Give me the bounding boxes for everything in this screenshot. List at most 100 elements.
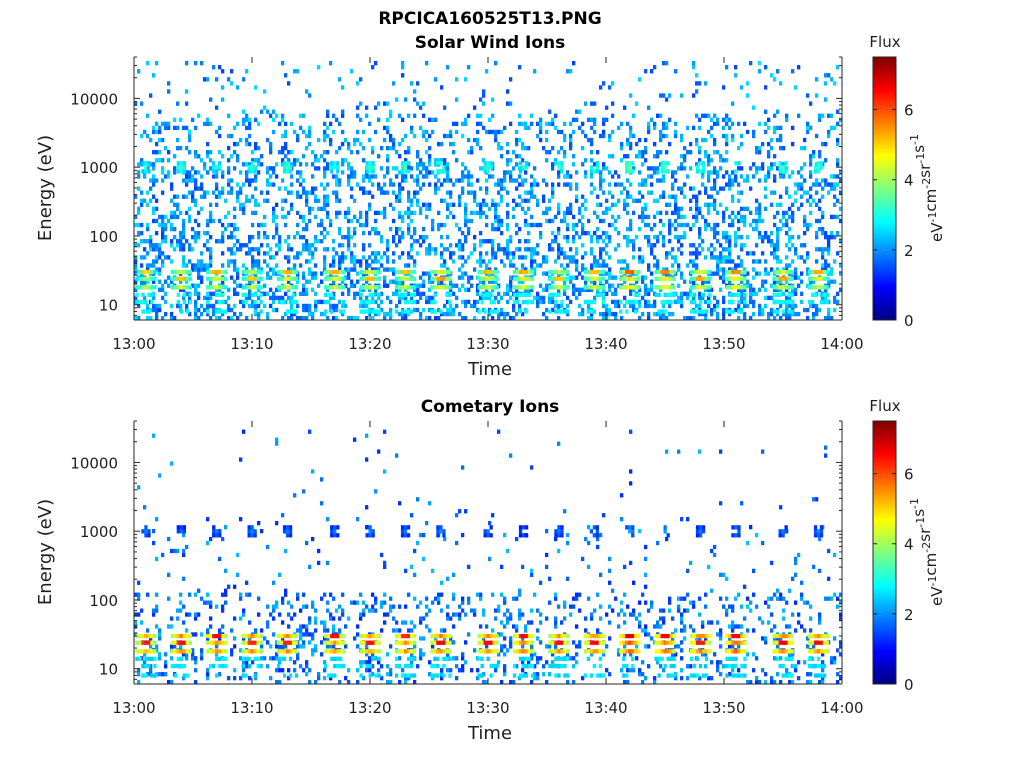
background-cell bbox=[770, 239, 774, 244]
burst-cell bbox=[256, 269, 260, 275]
background-cell bbox=[164, 255, 168, 260]
background-cell bbox=[428, 170, 432, 175]
background-cell bbox=[767, 239, 771, 244]
background-cell bbox=[152, 263, 156, 268]
background-cell bbox=[221, 536, 225, 542]
background-cell bbox=[392, 291, 396, 297]
background-cell bbox=[239, 299, 243, 305]
background-cell bbox=[530, 267, 534, 272]
background-cell bbox=[743, 303, 747, 309]
background-cell bbox=[227, 166, 231, 171]
background-cell bbox=[650, 243, 654, 248]
background-cell bbox=[422, 113, 426, 118]
background-cell bbox=[593, 162, 597, 167]
background-cell bbox=[725, 150, 729, 155]
background-cell bbox=[290, 247, 294, 252]
burst-cell bbox=[672, 285, 676, 290]
burst-tail-cell bbox=[448, 299, 452, 305]
background-cell bbox=[506, 299, 510, 305]
background-cell bbox=[272, 182, 276, 187]
background-cell bbox=[440, 243, 444, 248]
background-cell bbox=[719, 287, 723, 292]
background-cell bbox=[449, 141, 453, 147]
burst-cell bbox=[707, 276, 712, 281]
background-cell bbox=[794, 271, 798, 276]
background-cell bbox=[155, 255, 159, 260]
burst-cell bbox=[740, 276, 744, 281]
secondary-peak-cell bbox=[631, 161, 635, 166]
background-cell bbox=[362, 158, 366, 163]
background-cell bbox=[572, 117, 576, 122]
background-cell bbox=[674, 235, 678, 240]
burst-tail-cell bbox=[527, 299, 532, 305]
background-cell bbox=[836, 158, 840, 163]
background-cell bbox=[764, 174, 768, 179]
background-cell bbox=[542, 311, 546, 317]
burst-cell bbox=[218, 285, 222, 290]
background-cell bbox=[566, 255, 570, 260]
background-cell bbox=[533, 259, 537, 264]
background-cell bbox=[362, 145, 366, 151]
background-cell bbox=[617, 182, 621, 187]
background-cell bbox=[746, 303, 750, 309]
background-cell bbox=[203, 162, 207, 167]
background-cell bbox=[446, 299, 450, 305]
background-cell bbox=[596, 287, 600, 292]
background-cell bbox=[443, 222, 447, 228]
burst-cell bbox=[778, 276, 782, 281]
background-cell bbox=[572, 162, 576, 167]
burst-tail-cell bbox=[342, 299, 346, 305]
background-cell bbox=[755, 210, 759, 216]
burst-cell bbox=[492, 285, 496, 290]
background-cell bbox=[638, 247, 642, 252]
background-cell bbox=[602, 259, 606, 264]
burst-tail-cell bbox=[515, 299, 520, 305]
background-cell bbox=[206, 540, 210, 546]
background-cell bbox=[272, 117, 276, 122]
background-cell bbox=[575, 182, 579, 187]
background-cell bbox=[518, 303, 522, 309]
burst-cell bbox=[188, 269, 192, 275]
burst-tail-cell bbox=[669, 299, 673, 305]
background-cell bbox=[791, 170, 795, 175]
background-cell bbox=[149, 137, 153, 143]
burst-tail-cell bbox=[179, 309, 183, 314]
background-cell bbox=[833, 214, 837, 220]
background-cell bbox=[224, 600, 228, 605]
background-cell bbox=[611, 174, 615, 179]
background-cell bbox=[329, 218, 333, 224]
background-cell bbox=[182, 676, 186, 681]
background-cell bbox=[815, 311, 819, 317]
solar-wind-colorbar-segment bbox=[873, 190, 896, 194]
background-cell bbox=[824, 263, 828, 268]
background-cell bbox=[206, 668, 210, 673]
background-cell bbox=[674, 299, 678, 305]
background-cell bbox=[245, 251, 249, 256]
background-cell bbox=[278, 239, 282, 244]
background-cell bbox=[179, 644, 183, 649]
background-cell bbox=[425, 137, 429, 143]
background-cell bbox=[560, 145, 564, 151]
background-cell bbox=[188, 178, 192, 183]
background-cell bbox=[158, 267, 162, 272]
background-cell bbox=[272, 170, 276, 175]
background-cell bbox=[683, 222, 687, 228]
background-cell bbox=[386, 125, 390, 131]
background-cell bbox=[230, 259, 234, 264]
background-cell bbox=[560, 129, 564, 135]
background-cell bbox=[251, 210, 255, 216]
background-cell bbox=[455, 121, 459, 127]
background-cell bbox=[347, 235, 351, 240]
background-cell bbox=[599, 247, 603, 252]
background-cell bbox=[695, 89, 699, 94]
background-cell bbox=[638, 170, 642, 175]
background-cell bbox=[284, 255, 288, 260]
background-cell bbox=[203, 267, 207, 272]
background-cell bbox=[590, 117, 594, 122]
background-cell bbox=[461, 271, 465, 276]
solar-wind-colorbar-segment bbox=[873, 315, 896, 319]
background-cell bbox=[515, 154, 519, 159]
background-cell bbox=[725, 65, 729, 70]
background-cell bbox=[584, 206, 588, 212]
burst-cell bbox=[224, 269, 228, 275]
